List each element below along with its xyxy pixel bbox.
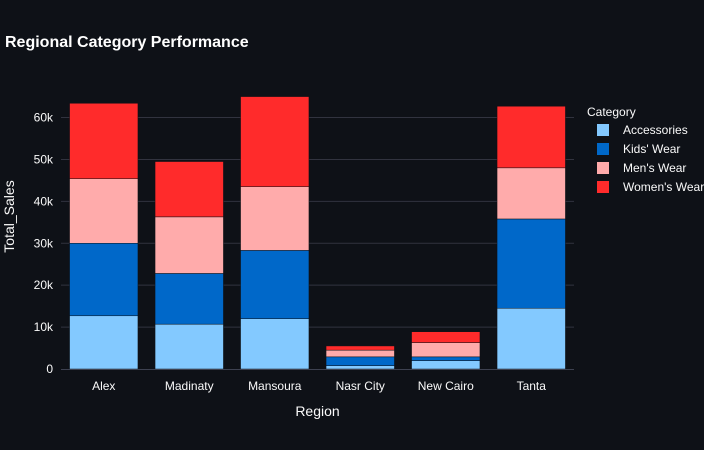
legend-item-label[interactable]: Kids' Wear: [623, 142, 680, 156]
y-tick-label: 50k: [34, 152, 54, 166]
bar-segment[interactable]: [411, 360, 481, 370]
bar-segment[interactable]: [325, 356, 395, 366]
x-tick-label: Tanta: [517, 379, 547, 393]
bar-segment[interactable]: [69, 315, 139, 370]
y-tick-label: 20k: [34, 278, 54, 292]
bar-segment[interactable]: [240, 186, 310, 251]
legend-item-label[interactable]: Accessories: [623, 123, 688, 137]
bar-segment[interactable]: [154, 161, 224, 218]
bar-segment[interactable]: [69, 243, 139, 317]
legend-item-label[interactable]: Women's Wear: [623, 180, 704, 194]
bar-segment[interactable]: [240, 96, 310, 187]
bar-segment[interactable]: [240, 250, 310, 319]
legend-swatch[interactable]: [597, 124, 609, 136]
y-tick-label: 10k: [34, 320, 54, 334]
bar-segment[interactable]: [411, 356, 481, 361]
bar-segment[interactable]: [69, 178, 139, 244]
x-tick-label: Nasr City: [336, 379, 385, 393]
x-tick-label: Mansoura: [248, 379, 302, 393]
x-tick-label: Madinaty: [165, 379, 214, 393]
y-tick-label: 30k: [34, 236, 54, 250]
y-tick-label: 60k: [34, 111, 54, 125]
bar-segment[interactable]: [411, 342, 481, 358]
bar-segment[interactable]: [325, 345, 395, 351]
bar-segment[interactable]: [69, 103, 139, 179]
y-axis-title: Total_Sales: [1, 180, 17, 252]
x-tick-label: Alex: [92, 379, 115, 393]
bar-segment[interactable]: [154, 273, 224, 325]
legend-swatch[interactable]: [597, 162, 609, 174]
legend-swatch[interactable]: [597, 143, 609, 155]
bar-segment[interactable]: [154, 323, 224, 370]
x-tick-label: New Cairo: [418, 379, 474, 393]
bar-segment[interactable]: [325, 349, 395, 358]
legend-item-label[interactable]: Men's Wear: [623, 161, 686, 175]
bar-segment[interactable]: [240, 318, 310, 370]
bar-segment[interactable]: [154, 216, 224, 274]
x-axis-title: Region: [295, 403, 339, 419]
bar-segment[interactable]: [496, 105, 566, 169]
bar-segment[interactable]: [496, 218, 566, 309]
y-tick-label: 40k: [34, 194, 54, 208]
legend-title: Category: [587, 105, 636, 119]
y-tick-label: 0: [46, 362, 53, 376]
chart-title: Regional Category Performance: [5, 34, 249, 51]
bar-segment[interactable]: [411, 331, 481, 343]
bar-segment[interactable]: [496, 167, 566, 220]
legend-swatch[interactable]: [597, 181, 609, 193]
bar-segment[interactable]: [496, 307, 566, 370]
bar-segment[interactable]: [325, 365, 395, 370]
